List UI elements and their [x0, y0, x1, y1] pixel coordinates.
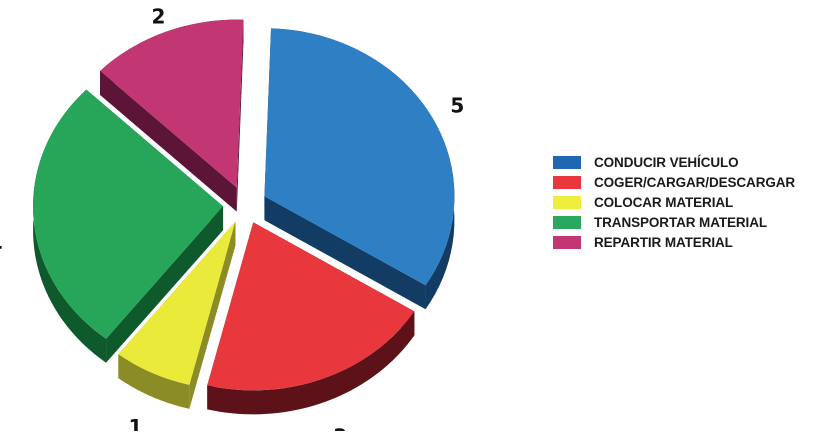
- slice-label-coger: 3: [333, 424, 347, 431]
- pie-top-faces: [33, 19, 455, 391]
- legend-label-coger: COGER/CARGAR/DESCARGAR: [594, 174, 796, 190]
- pie-slice-coger: [207, 222, 415, 391]
- legend-swatch-coger: [553, 175, 581, 189]
- legend-swatch-transportar: [553, 215, 581, 229]
- slice-label-conducir: 5: [450, 94, 464, 118]
- legend-item-transportar: TRANSPORTAR MATERIAL: [553, 213, 795, 231]
- pie-slice-rim-colocar: [118, 354, 190, 409]
- legend-label-conducir: CONDUCIR VEHÍCULO: [594, 154, 739, 170]
- legend-swatch-repartir: [553, 235, 581, 249]
- legend-item-conducir: CONDUCIR VEHÍCULO: [553, 153, 795, 171]
- legend-label-repartir: REPARTIR MATERIAL: [594, 234, 733, 250]
- legend-swatch-conducir: [553, 155, 581, 169]
- legend-item-coger: COGER/CARGAR/DESCARGAR: [553, 173, 795, 191]
- slice-label-colocar: 1: [128, 415, 142, 431]
- legend-swatch-colocar: [553, 195, 581, 209]
- slice-label-transportar: 4: [0, 232, 3, 256]
- slice-label-repartir: 2: [152, 4, 166, 28]
- legend: CONDUCIR VEHÍCULO COGER/CARGAR/DESCARGAR…: [553, 153, 795, 253]
- pie-slice-cut-repartir-start: [100, 70, 237, 212]
- pie-slice-transportar: [33, 89, 224, 339]
- pie-slice-repartir: [100, 19, 244, 188]
- pie-slice-cut-conducir-end: [264, 196, 426, 310]
- pie-slice-cut-transportar-start: [106, 206, 224, 363]
- pie-slice-cut-colocar-start: [189, 221, 236, 409]
- legend-label-transportar: TRANSPORTAR MATERIAL: [594, 214, 767, 230]
- legend-label-colocar: COLOCAR MATERIAL: [594, 194, 734, 210]
- pie-slice-rim-coger: [207, 311, 415, 415]
- pie-slice-colocar: [118, 221, 236, 385]
- legend-item-colocar: COLOCAR MATERIAL: [553, 193, 795, 211]
- pie-slice-conducir: [264, 28, 455, 286]
- legend-item-repartir: REPARTIR MATERIAL: [553, 233, 795, 251]
- pie-slice-cut-repartir-end: [236, 19, 244, 212]
